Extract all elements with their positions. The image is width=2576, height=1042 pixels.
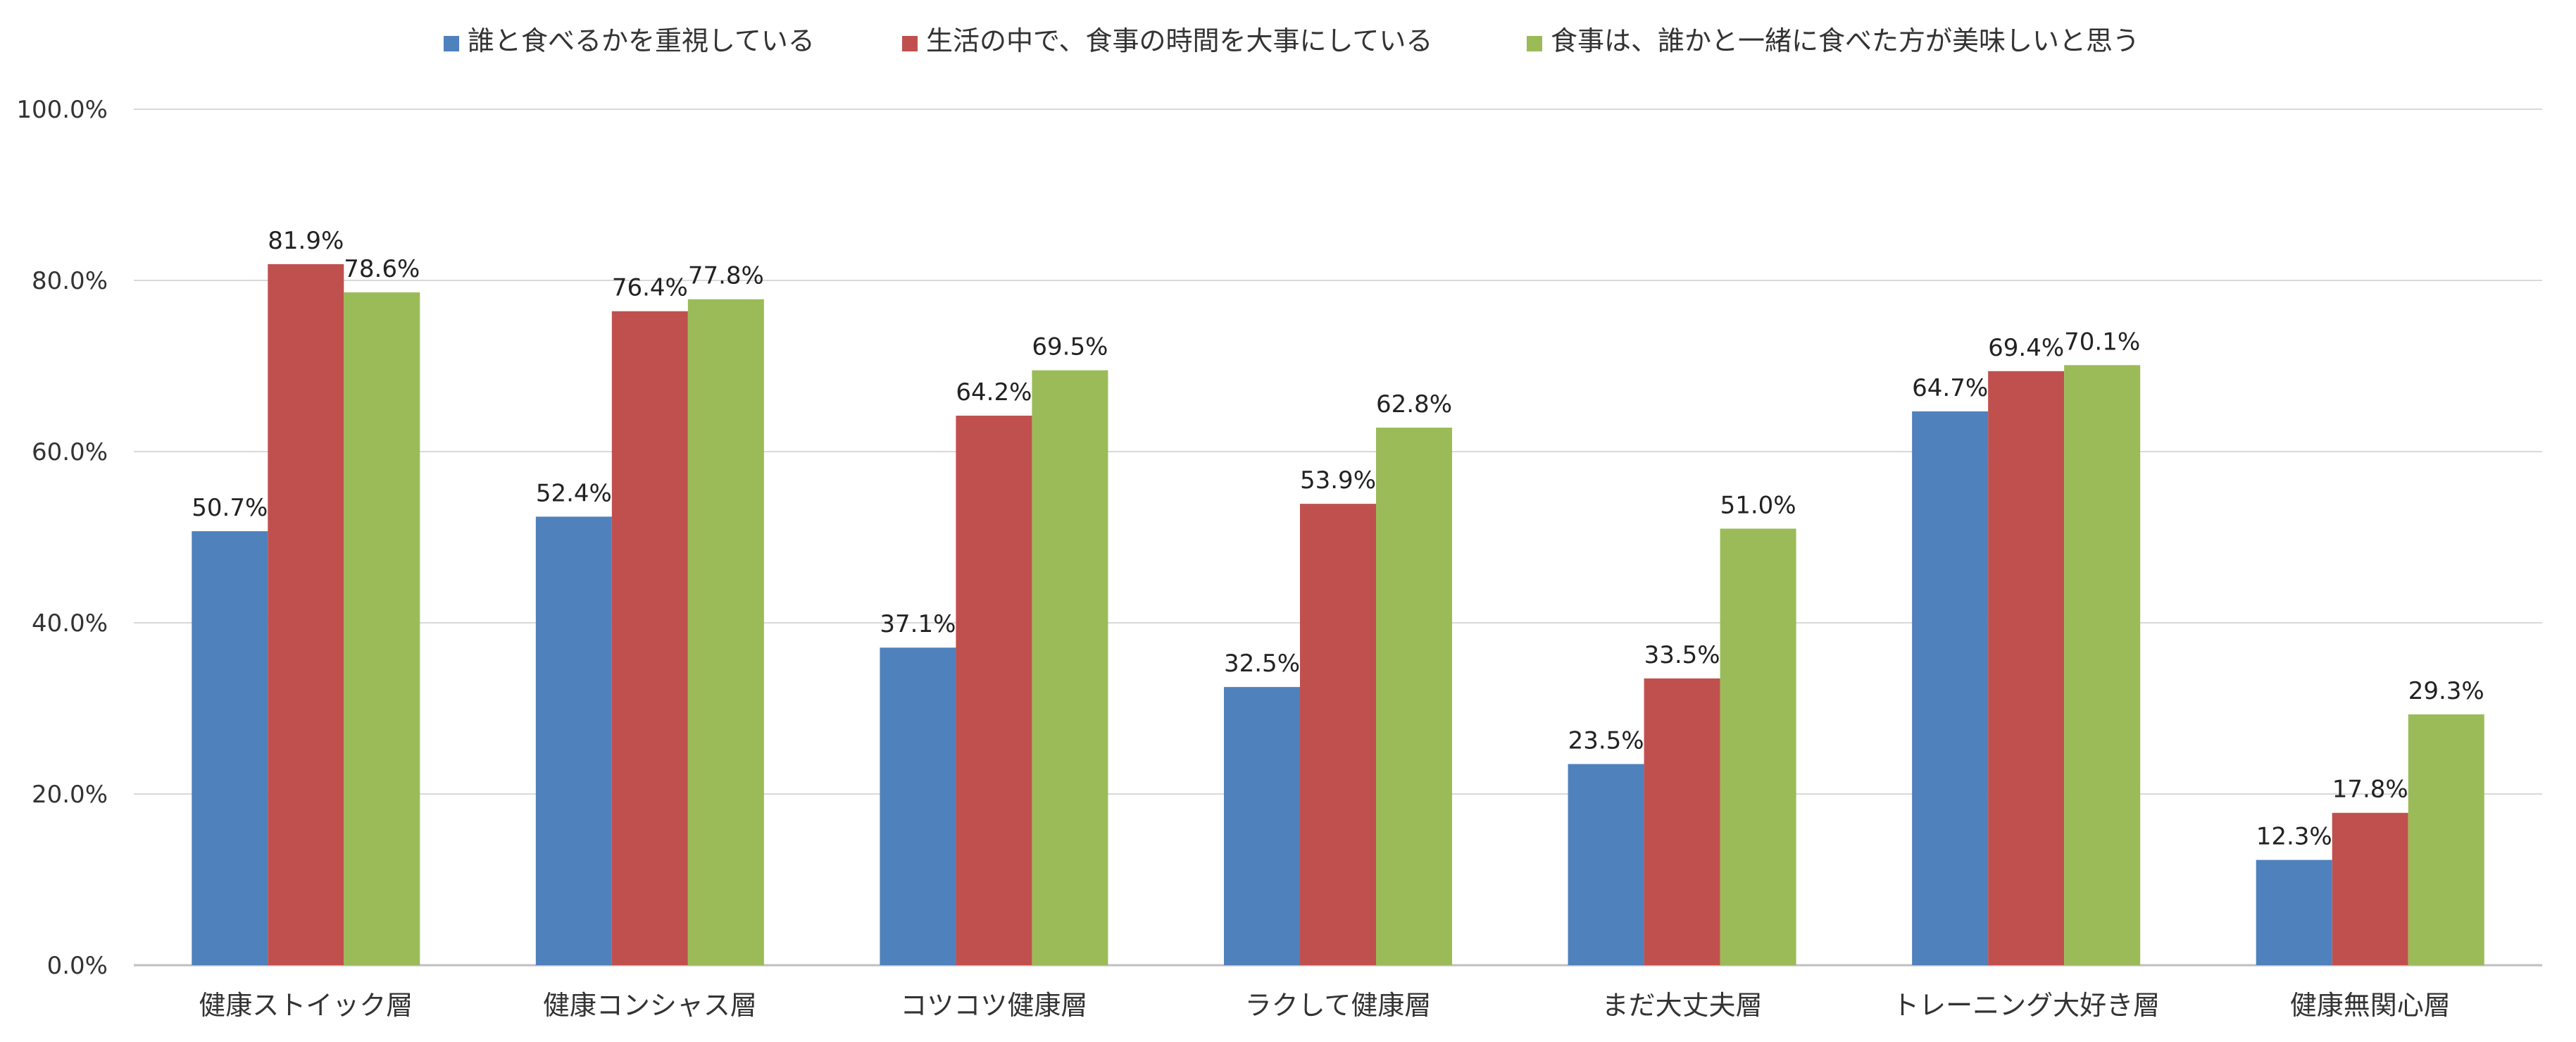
legend-label: 生活の中で、食事の時間を大事にしている (926, 25, 1432, 56)
bar (2064, 365, 2141, 965)
bar (344, 292, 420, 965)
data-label: 53.9% (1300, 466, 1376, 495)
data-label: 81.9% (268, 227, 344, 255)
bar (611, 311, 688, 965)
data-label: 37.1% (880, 610, 956, 638)
bar (687, 299, 764, 966)
bar (1912, 411, 1989, 965)
data-label: 64.2% (956, 378, 1032, 407)
bars (192, 263, 2484, 966)
bar (268, 263, 344, 965)
data-label: 50.7% (192, 494, 268, 522)
x-category-label: 健康無関心層 (2290, 990, 2451, 1021)
legend-label: 食事は、誰かと一緒に食べた方が美味しいと思う (1551, 25, 2139, 56)
bar (1988, 371, 2065, 965)
data-label: 77.8% (688, 262, 764, 290)
data-label: 33.5% (1644, 641, 1720, 669)
data-label: 70.1% (2064, 328, 2140, 356)
data-label: 78.6% (344, 255, 420, 283)
bar (2256, 860, 2332, 965)
y-tick-label: 60.0% (32, 438, 108, 466)
data-label: 69.4% (1988, 334, 2064, 362)
data-label: 29.3% (2408, 677, 2484, 705)
bar (1568, 764, 1644, 965)
y-tick-label: 0.0% (47, 952, 108, 980)
bar (2408, 714, 2484, 965)
legend-swatch (902, 36, 918, 51)
bar (1644, 678, 1720, 965)
data-label: 64.7% (1912, 374, 1988, 402)
x-category-label: 健康コンシャス層 (543, 990, 757, 1021)
y-tick-label: 40.0% (32, 609, 108, 638)
data-label: 51.0% (1720, 491, 1796, 519)
x-category-label: ラクして健康層 (1245, 990, 1432, 1021)
y-tick-label: 20.0% (32, 781, 108, 809)
data-label: 69.5% (1032, 333, 1108, 361)
data-label: 17.8% (2332, 776, 2408, 804)
legend-label: 誰と食べるかを重視している (468, 25, 815, 56)
data-labels: 50.7% 81.9%78.6% 52.4% 76.4% 77.8% 37.1% 64.2%… (192, 227, 2484, 851)
data-label: 32.5% (1224, 650, 1300, 678)
x-category-label: まだ大丈夫層 (1602, 990, 1763, 1021)
data-label: 62.8% (1376, 390, 1452, 418)
legend-swatch (1527, 36, 1542, 51)
y-tick-label: 100.0% (16, 96, 108, 124)
bar (1720, 528, 1796, 965)
legend-swatch (444, 36, 459, 51)
x-axis-categories: 健康ストイック層 健康コンシャス層 コツコツ健康層 ラクして健康層 まだ大丈夫層 トレーニ… (199, 990, 2450, 1021)
data-label: 76.4% (612, 274, 688, 302)
bar (1224, 687, 1300, 965)
data-label: 52.4% (536, 479, 612, 507)
legend: 誰と食べるかを重視している 生活の中で、食事の時間を大事にしている 食事は、誰かと一… (444, 25, 2139, 56)
data-label: 23.5% (1568, 726, 1644, 755)
y-tick-label: 80.0% (32, 267, 108, 295)
bar (1300, 504, 1376, 965)
bar (1032, 370, 1108, 965)
bar (880, 647, 956, 965)
data-label: 12.3% (2256, 823, 2332, 851)
bar (956, 415, 1032, 965)
bar (535, 516, 612, 965)
y-axis-ticks: 0.0% 20.0% 40.0% 60.0% 80.0% 100.0% (16, 96, 108, 980)
x-category-label: トレーニング大好き層 (1892, 990, 2160, 1021)
bar (2332, 812, 2408, 965)
bar (192, 531, 268, 965)
x-category-label: 健康ストイック層 (199, 990, 413, 1021)
bar (1376, 427, 1452, 965)
x-category-label: コツコツ健康層 (900, 990, 1087, 1021)
